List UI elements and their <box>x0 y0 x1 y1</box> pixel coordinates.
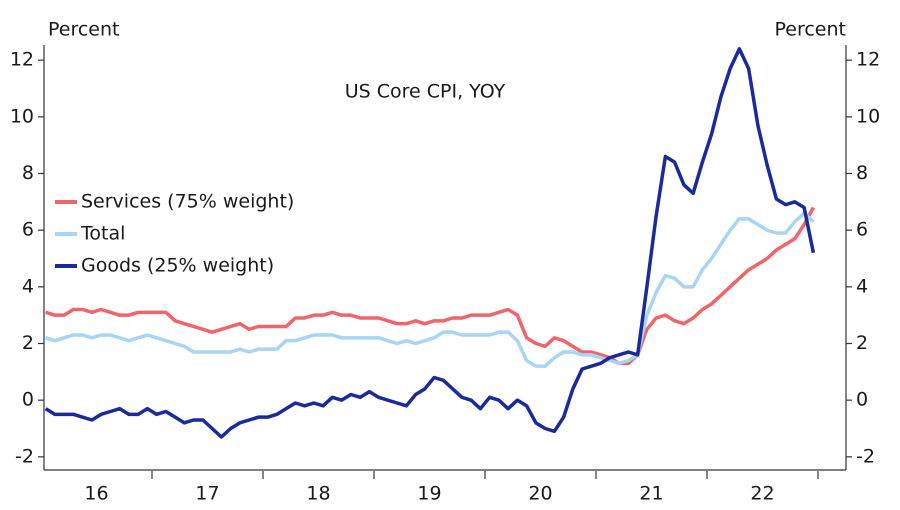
y2-tick-label: 10 <box>856 105 880 127</box>
legend-label: Goods (25% weight) <box>81 255 274 277</box>
y2-tick-label: -2 <box>856 445 875 467</box>
y-tick-label: 8 <box>22 162 34 184</box>
y2-tick-label: 6 <box>856 219 868 241</box>
line-series <box>45 206 815 366</box>
x-tick-label: 16 <box>84 483 108 505</box>
legend-label: Services (75% weight) <box>81 191 294 213</box>
line-series <box>45 211 815 368</box>
y-tick-label: 4 <box>22 275 34 297</box>
y2-tick-label: 8 <box>856 162 868 184</box>
legend-label: Total <box>80 223 125 245</box>
y-tick-label: 10 <box>10 105 34 127</box>
x-tick-label: 18 <box>306 483 330 505</box>
y2-tick-label: 12 <box>856 49 880 71</box>
x-tick-label: 17 <box>195 483 219 505</box>
chart-title: US Core CPI, YOY <box>345 81 506 103</box>
line-series <box>44 47 816 439</box>
y2-tick-label: 2 <box>856 332 868 354</box>
y-tick-label: 2 <box>22 332 34 354</box>
y2-tick-label: 0 <box>856 389 868 411</box>
x-tick-label: 21 <box>639 483 663 505</box>
x-tick-label: 20 <box>528 483 552 505</box>
y2-axis-label: Percent <box>775 19 847 41</box>
x-tick-label: 22 <box>750 483 774 505</box>
y-axis-label: Percent <box>48 19 120 41</box>
y-tick-label: 6 <box>22 219 34 241</box>
y-tick-label: -2 <box>15 445 34 467</box>
x-tick-label: 19 <box>417 483 441 505</box>
y-tick-label: 12 <box>10 49 34 71</box>
y-tick-label: 0 <box>22 389 34 411</box>
y2-tick-label: 4 <box>856 275 868 297</box>
